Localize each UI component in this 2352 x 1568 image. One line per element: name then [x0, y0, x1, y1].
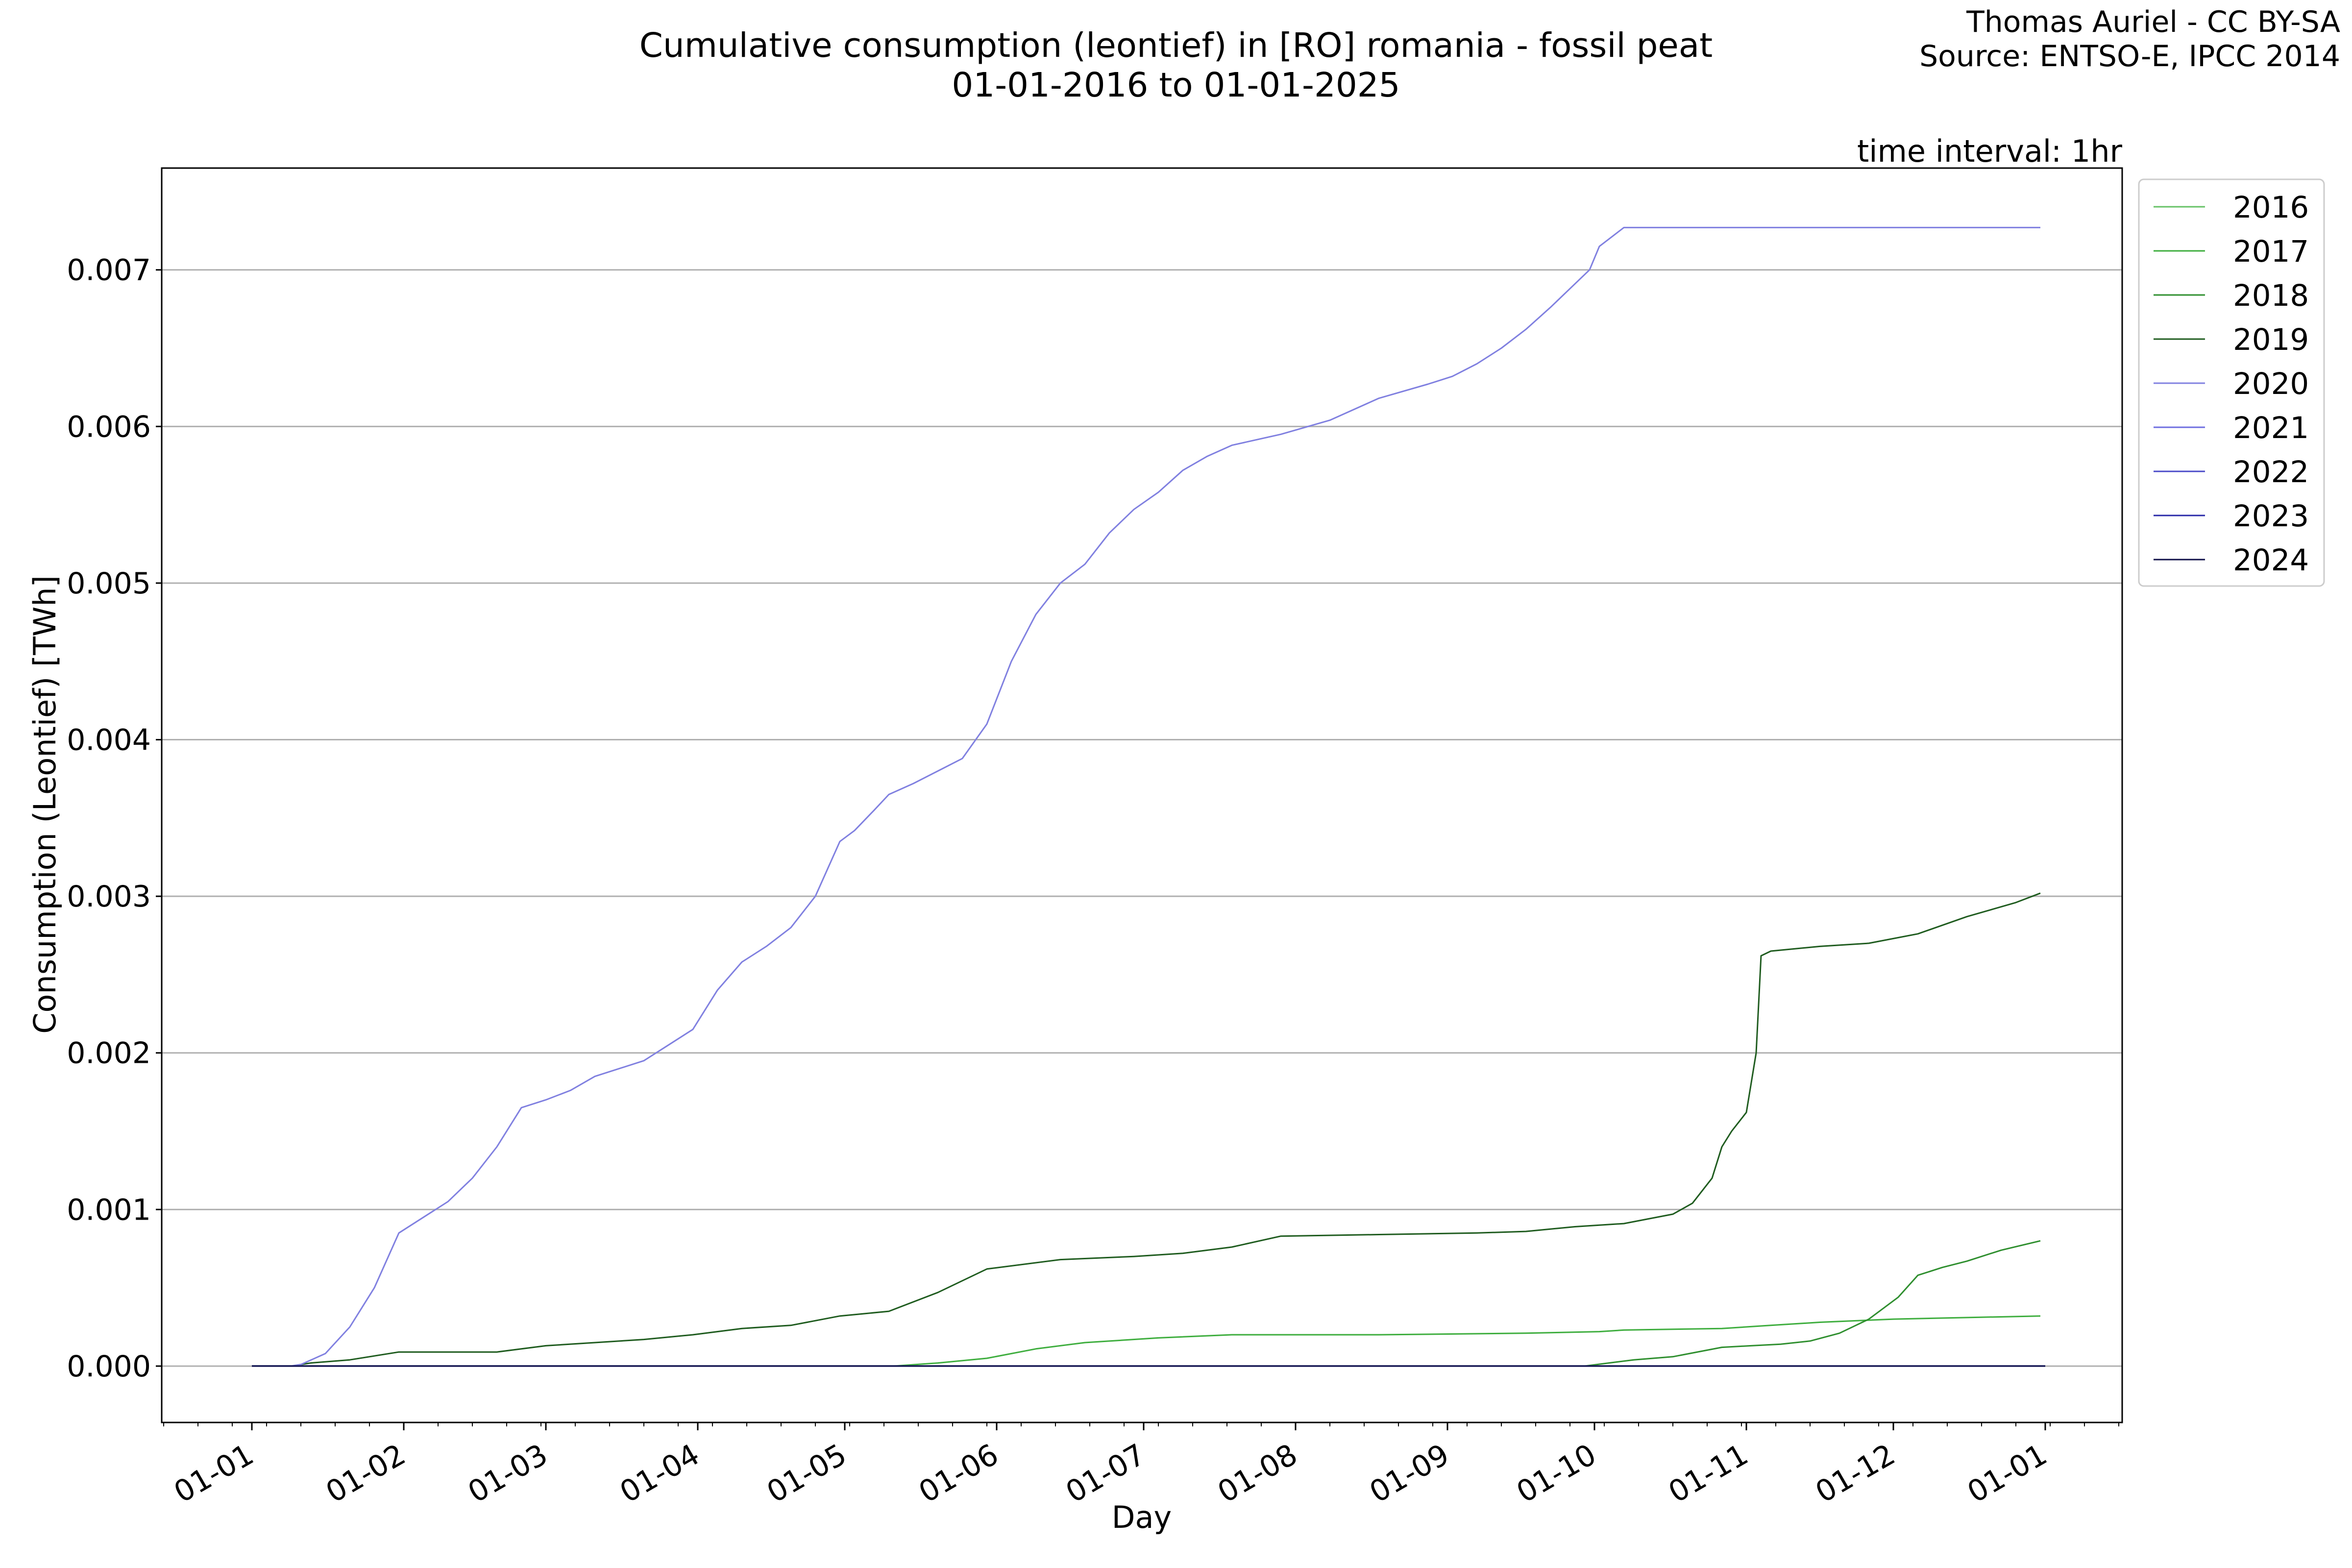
series-line-2019: [252, 892, 2041, 1367]
time-interval-label: time interval: 1hr: [1857, 133, 2122, 169]
series-line-2017: [252, 1315, 2041, 1367]
chart-title-line2: 01-01-2016 to 01-01-2025: [952, 66, 1400, 105]
x-tick-label: 01-12: [1810, 1437, 1901, 1510]
grid-lines: [162, 269, 2122, 1367]
x-axis-label: Day: [1112, 1499, 1172, 1535]
y-axis: 0.000 0.001 0.002 0.003 0.004 0.005 0.006 0.007: [67, 253, 162, 1384]
legend-label: 2016: [2233, 190, 2309, 225]
x-tick-label: 01-11: [1663, 1437, 1754, 1510]
x-tick-label: 01-09: [1364, 1437, 1455, 1510]
x-tick-label: 01-10: [1511, 1437, 1602, 1510]
legend-label: 2018: [2233, 278, 2309, 313]
y-tick-label: 0.000: [67, 1349, 151, 1384]
x-tick-label: 01-06: [913, 1437, 1004, 1510]
legend-box: [2138, 178, 2325, 587]
series-group: [252, 226, 2045, 1367]
series-line-2018: [252, 1240, 2041, 1367]
x-axis: 01-01 01-02 01-03 01-04 01-05 01-06 01-07 01-08…: [163, 1422, 2119, 1510]
y-axis-label: Consumption (Leontief) [TWh]: [27, 575, 63, 1034]
x-tick-label: 01-08: [1212, 1437, 1303, 1510]
plot-frame: [161, 167, 2123, 1423]
y-tick-label: 0.001: [67, 1193, 151, 1227]
x-tick-label: 01-04: [614, 1437, 706, 1510]
legend-label: 2024: [2233, 543, 2309, 578]
x-tick-label: 01-03: [463, 1437, 554, 1510]
y-tick-label: 0.005: [67, 566, 151, 601]
x-tick-label: 01-07: [1060, 1437, 1152, 1510]
y-tick-label: 0.003: [67, 880, 151, 914]
y-tick-label: 0.006: [67, 410, 151, 444]
legend-label: 2021: [2233, 411, 2309, 445]
chart-title-line1: Cumulative consumption (leontief) in [RO…: [639, 26, 1713, 65]
legend: 2016 2017 2018 2019 2020 2021 2022 2023 2024: [2138, 178, 2325, 587]
legend-label: 2019: [2233, 322, 2309, 357]
y-tick-label: 0.002: [67, 1036, 151, 1071]
credit-source: Source: ENTSO-E, IPCC 2014: [1919, 39, 2340, 74]
legend-label: 2017: [2233, 234, 2309, 269]
x-tick-label: 01-01: [169, 1437, 260, 1510]
legend-label: 2020: [2233, 367, 2309, 401]
x-tick-label: 01-05: [761, 1437, 853, 1510]
y-tick-label: 0.004: [67, 723, 151, 758]
y-tick-label: 0.007: [67, 253, 151, 288]
x-tick-label: 01-01: [1962, 1437, 2053, 1510]
series-line-2020: [252, 226, 2040, 1367]
x-tick-label: 01-02: [320, 1437, 412, 1510]
legend-label: 2022: [2233, 455, 2309, 490]
legend-label: 2023: [2233, 499, 2309, 534]
credit-author: Thomas Auriel - CC BY-SA: [1966, 5, 2340, 39]
